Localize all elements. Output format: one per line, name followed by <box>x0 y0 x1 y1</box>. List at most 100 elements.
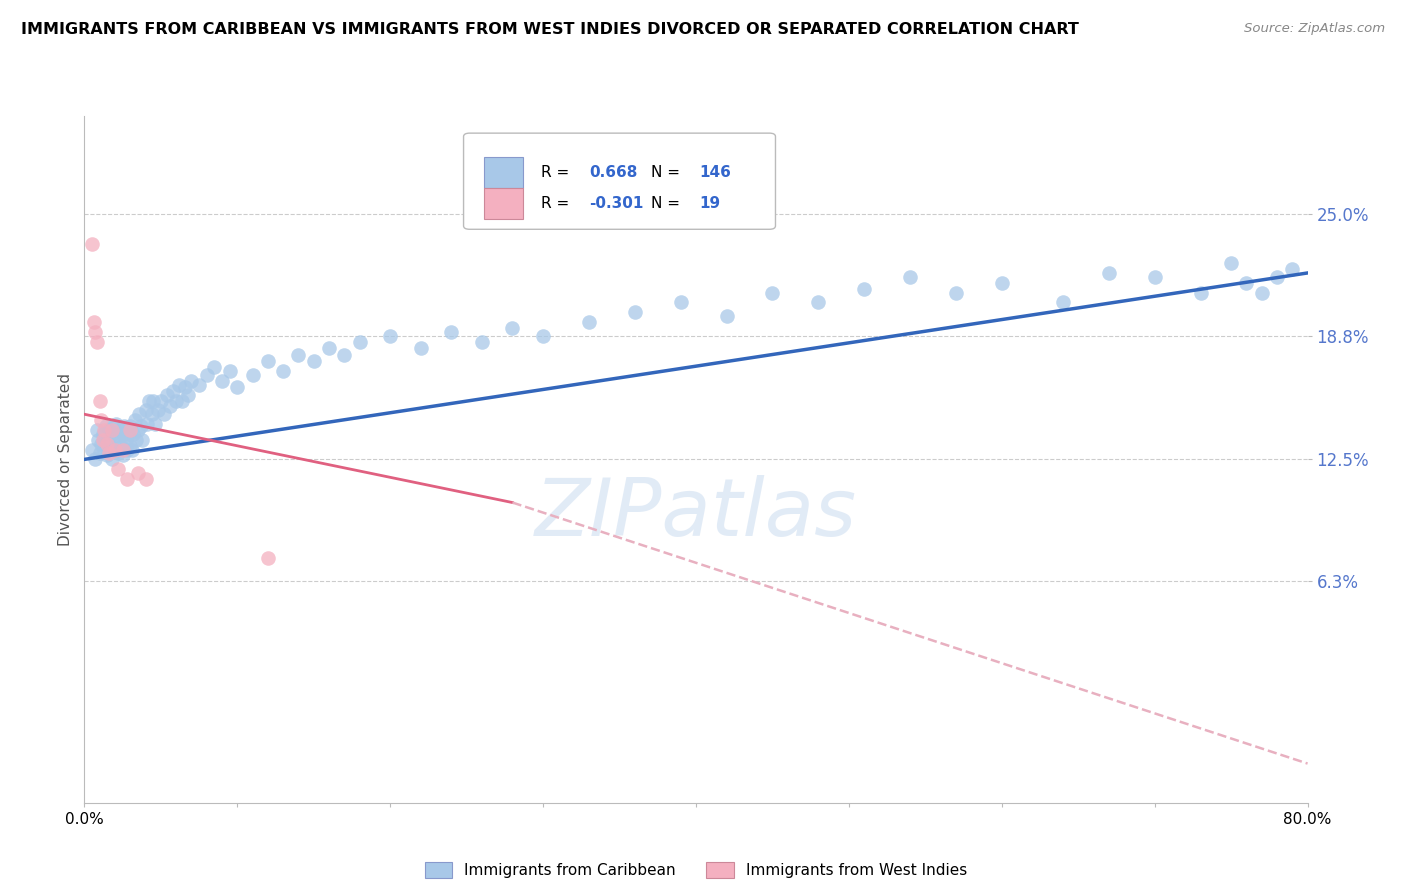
Point <box>242 368 264 382</box>
Text: R =: R = <box>541 195 569 211</box>
Point <box>96 449 118 463</box>
Point <box>83 315 105 329</box>
Point <box>105 417 128 431</box>
Point <box>108 423 131 437</box>
Point <box>91 426 114 441</box>
Point <box>333 348 356 362</box>
Point <box>131 433 153 447</box>
Point <box>135 472 157 486</box>
FancyBboxPatch shape <box>464 133 776 229</box>
Text: R =: R = <box>541 165 569 180</box>
Point <box>120 423 142 437</box>
Point <box>98 439 121 453</box>
Point <box>502 321 524 335</box>
Text: -0.301: -0.301 <box>589 195 644 211</box>
Point <box>180 374 202 388</box>
Point <box>118 426 141 441</box>
Point <box>135 403 157 417</box>
Point <box>218 364 240 378</box>
Point <box>142 393 165 408</box>
Point <box>149 393 172 408</box>
Point <box>120 419 142 434</box>
Point <box>1052 295 1074 310</box>
Point <box>716 309 738 323</box>
Point <box>124 413 146 427</box>
Point <box>318 341 340 355</box>
Point <box>84 452 107 467</box>
Text: 19: 19 <box>700 195 721 211</box>
Point <box>104 429 127 443</box>
Point <box>120 439 142 453</box>
Legend: Immigrants from Caribbean, Immigrants from West Indies: Immigrants from Caribbean, Immigrants fr… <box>419 856 973 885</box>
Point <box>578 315 600 329</box>
Point <box>80 442 103 457</box>
Point <box>96 436 118 450</box>
Point <box>153 407 176 421</box>
Point <box>211 374 233 388</box>
Point <box>114 433 136 447</box>
Point <box>380 328 402 343</box>
Bar <box>484 157 523 188</box>
Point <box>97 446 120 460</box>
Point <box>104 442 127 457</box>
Point <box>156 387 179 401</box>
Point <box>91 433 114 447</box>
Point <box>127 423 149 437</box>
Point <box>287 348 309 362</box>
Point <box>103 419 125 434</box>
Text: 0.668: 0.668 <box>589 165 638 180</box>
Point <box>807 295 830 310</box>
Point <box>101 426 124 441</box>
Point <box>1098 266 1121 280</box>
Point <box>991 276 1014 290</box>
Point <box>115 472 138 486</box>
Point <box>177 387 200 401</box>
Point <box>761 285 783 300</box>
Point <box>84 325 107 339</box>
Point <box>138 393 160 408</box>
Point <box>202 360 225 375</box>
Point <box>162 384 184 398</box>
Point <box>107 462 129 476</box>
Text: ZIPatlas: ZIPatlas <box>534 475 858 553</box>
Text: N =: N = <box>651 195 679 211</box>
Point <box>188 377 211 392</box>
Point <box>128 407 150 421</box>
Point <box>1281 262 1303 277</box>
Point <box>90 436 112 450</box>
Point <box>112 419 135 434</box>
Point <box>94 419 117 434</box>
Point <box>110 439 132 453</box>
Point <box>129 419 152 434</box>
Point <box>93 442 115 457</box>
Point <box>302 354 325 368</box>
Point <box>146 403 169 417</box>
Point <box>96 433 118 447</box>
Point <box>93 423 115 437</box>
Point <box>86 334 108 349</box>
Point <box>87 433 110 447</box>
Point <box>1143 269 1166 284</box>
Point <box>104 442 127 457</box>
Point <box>440 325 463 339</box>
Point <box>1234 276 1257 290</box>
Point <box>531 328 554 343</box>
Point <box>89 446 111 460</box>
Point <box>159 400 181 414</box>
Point <box>1220 256 1243 270</box>
Point <box>167 377 190 392</box>
Point <box>127 466 149 480</box>
Point <box>86 423 108 437</box>
Point <box>111 449 134 463</box>
Point <box>136 417 159 431</box>
Point <box>257 550 280 565</box>
Point <box>111 426 134 441</box>
Point <box>271 364 294 378</box>
Point <box>1250 285 1272 300</box>
Point <box>143 417 166 431</box>
Point <box>165 393 187 408</box>
Point <box>101 452 124 467</box>
Text: 146: 146 <box>700 165 731 180</box>
Point <box>1265 269 1288 284</box>
Point <box>945 285 967 300</box>
